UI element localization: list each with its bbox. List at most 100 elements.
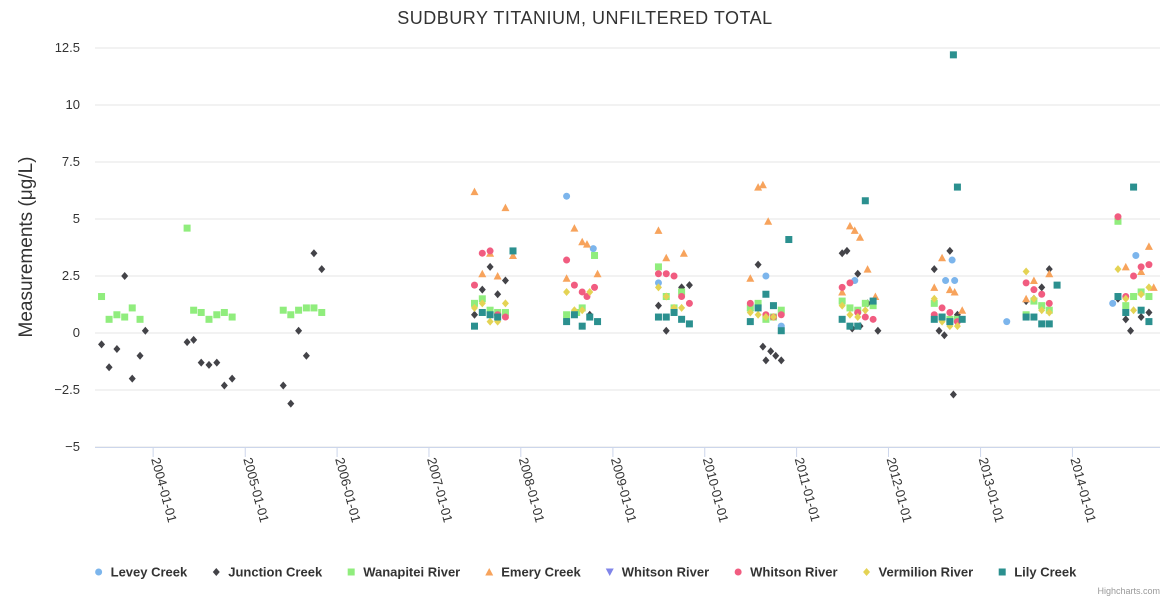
data-point[interactable] bbox=[279, 306, 287, 314]
data-point[interactable] bbox=[949, 51, 957, 59]
data-point[interactable] bbox=[1114, 293, 1122, 301]
data-point[interactable] bbox=[670, 272, 678, 280]
data-point[interactable] bbox=[945, 285, 954, 294]
data-point[interactable] bbox=[1003, 318, 1011, 326]
data-point[interactable] bbox=[478, 308, 486, 316]
data-point[interactable] bbox=[949, 390, 957, 399]
legend-item[interactable]: Wanapitei River bbox=[347, 565, 461, 580]
legend-item[interactable]: Emery Creek bbox=[485, 565, 582, 580]
data-point[interactable] bbox=[685, 281, 693, 290]
data-point[interactable] bbox=[591, 251, 599, 259]
data-point[interactable] bbox=[777, 306, 785, 314]
data-point[interactable] bbox=[563, 192, 571, 200]
data-point[interactable] bbox=[670, 308, 678, 316]
data-point[interactable] bbox=[946, 246, 954, 255]
data-point[interactable] bbox=[582, 240, 591, 248]
data-point[interactable] bbox=[1127, 326, 1135, 335]
data-point[interactable] bbox=[1030, 313, 1038, 321]
legend-label[interactable]: Whitson River bbox=[622, 565, 709, 580]
data-point[interactable] bbox=[562, 274, 571, 282]
data-point[interactable] bbox=[654, 283, 662, 292]
data-point[interactable] bbox=[654, 301, 662, 310]
data-point[interactable] bbox=[1022, 279, 1030, 287]
data-point[interactable] bbox=[593, 269, 602, 278]
data-point[interactable] bbox=[1130, 293, 1138, 301]
data-point[interactable] bbox=[654, 270, 662, 278]
data-point[interactable] bbox=[1038, 290, 1046, 298]
data-point[interactable] bbox=[470, 310, 478, 319]
data-point[interactable] bbox=[287, 311, 295, 319]
data-point[interactable] bbox=[486, 262, 494, 271]
data-point[interactable] bbox=[586, 287, 594, 296]
legend-item[interactable]: Junction Creek bbox=[212, 565, 323, 580]
data-point[interactable] bbox=[1038, 320, 1046, 328]
data-point[interactable] bbox=[769, 302, 777, 310]
data-point[interactable] bbox=[578, 288, 586, 296]
data-point[interactable] bbox=[930, 265, 938, 274]
legend-symbol[interactable] bbox=[95, 568, 103, 576]
data-point[interactable] bbox=[578, 237, 587, 246]
data-point[interactable] bbox=[470, 299, 478, 307]
data-point[interactable] bbox=[295, 326, 303, 335]
data-point[interactable] bbox=[958, 306, 967, 314]
data-point[interactable] bbox=[1149, 283, 1158, 291]
data-point[interactable] bbox=[1137, 267, 1146, 275]
legend-item[interactable]: Whitson River bbox=[605, 565, 709, 580]
data-point[interactable] bbox=[563, 311, 571, 319]
data-point[interactable] bbox=[678, 293, 686, 301]
data-point[interactable] bbox=[953, 322, 961, 331]
data-point[interactable] bbox=[843, 246, 851, 255]
data-point[interactable] bbox=[930, 283, 939, 291]
data-point[interactable] bbox=[846, 304, 854, 312]
legend-label[interactable]: Junction Creek bbox=[228, 565, 323, 580]
data-point[interactable] bbox=[563, 318, 571, 326]
data-point[interactable] bbox=[493, 272, 502, 280]
data-point[interactable] bbox=[854, 322, 862, 330]
data-point[interactable] bbox=[838, 297, 846, 305]
data-point[interactable] bbox=[501, 276, 509, 285]
legend-symbol[interactable] bbox=[347, 568, 355, 576]
data-point[interactable] bbox=[869, 297, 877, 305]
data-point[interactable] bbox=[946, 318, 954, 326]
data-point[interactable] bbox=[486, 311, 494, 319]
data-point[interactable] bbox=[197, 308, 205, 316]
data-point[interactable] bbox=[679, 249, 688, 257]
data-point[interactable] bbox=[863, 265, 872, 273]
data-point[interactable] bbox=[589, 245, 597, 253]
data-point[interactable] bbox=[772, 351, 780, 360]
data-point[interactable] bbox=[1022, 267, 1030, 276]
data-point[interactable] bbox=[1045, 320, 1053, 328]
data-point[interactable] bbox=[938, 253, 947, 262]
data-point[interactable] bbox=[197, 358, 205, 367]
data-point[interactable] bbox=[1144, 242, 1153, 250]
data-point[interactable] bbox=[318, 308, 326, 316]
data-point[interactable] bbox=[1145, 318, 1153, 326]
data-point[interactable] bbox=[586, 313, 594, 321]
data-point[interactable] bbox=[762, 313, 770, 322]
data-point[interactable] bbox=[856, 233, 865, 241]
data-point[interactable] bbox=[678, 288, 686, 296]
data-point[interactable] bbox=[1130, 272, 1138, 280]
legend-label[interactable]: Vermilion River bbox=[879, 565, 974, 580]
data-point[interactable] bbox=[501, 299, 509, 308]
data-point[interactable] bbox=[509, 247, 517, 255]
data-point[interactable] bbox=[570, 281, 578, 289]
data-point[interactable] bbox=[310, 304, 318, 312]
data-point[interactable] bbox=[754, 310, 762, 319]
data-point[interactable] bbox=[220, 381, 228, 390]
data-point[interactable] bbox=[183, 338, 191, 347]
data-point[interactable] bbox=[295, 306, 303, 314]
data-point[interactable] bbox=[1114, 217, 1122, 225]
data-point[interactable] bbox=[121, 313, 129, 321]
data-point[interactable] bbox=[1045, 265, 1053, 274]
data-point[interactable] bbox=[128, 374, 136, 383]
data-point[interactable] bbox=[764, 217, 773, 225]
data-point[interactable] bbox=[578, 322, 586, 330]
data-point[interactable] bbox=[570, 311, 578, 319]
data-point[interactable] bbox=[220, 308, 228, 316]
data-point[interactable] bbox=[1038, 283, 1046, 292]
legend-symbol[interactable] bbox=[212, 568, 220, 576]
legend-label[interactable]: Emery Creek bbox=[501, 565, 581, 580]
data-point[interactable] bbox=[501, 308, 509, 316]
data-point[interactable] bbox=[754, 260, 762, 269]
